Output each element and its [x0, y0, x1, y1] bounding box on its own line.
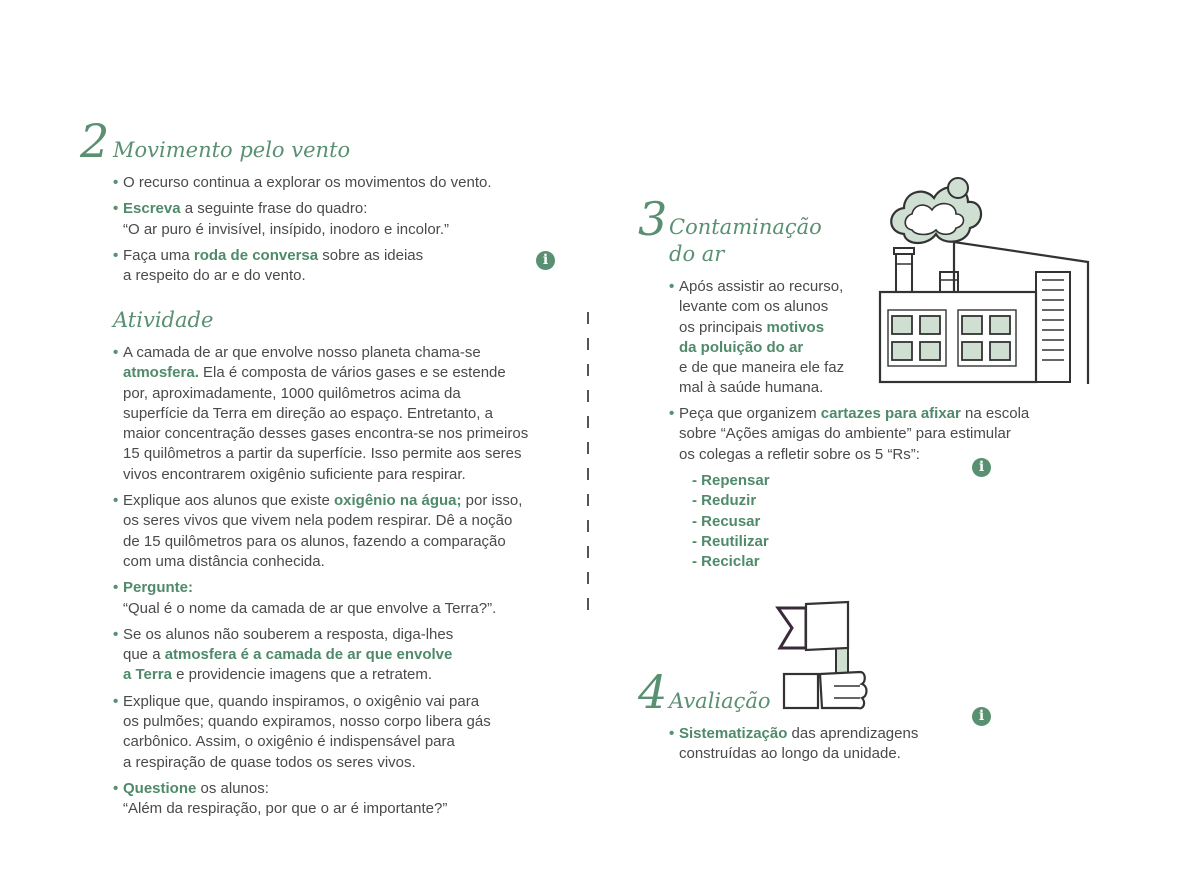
section-2-title: Movimento pelo vento [113, 138, 351, 162]
list-item: A camada de ar que envolve nosso planeta… [113, 343, 553, 485]
section-3-list-b: Peça que organizem cartazes para afixar … [669, 404, 1089, 465]
column-divider [587, 312, 589, 620]
section-4-title: Avaliação [669, 689, 771, 713]
section-3-list-a: Após assistir ao recurso, levante com os… [669, 277, 879, 399]
flag-and-fist-icon [775, 600, 868, 710]
info-icon[interactable]: i [972, 458, 991, 477]
section-2-list: O recurso continua a explorar os movimen… [113, 173, 573, 286]
list-item: - Recusar [692, 512, 761, 530]
list-item: Explique aos alunos que existe oxigênio … [113, 491, 553, 572]
activity-title: Atividade [113, 308, 214, 332]
list-item: Questione os alunos: “Além da respiração… [113, 779, 553, 820]
info-icon[interactable]: i [536, 251, 555, 270]
list-item: - Repensar [692, 472, 770, 489]
list-item: - Reutilizar [692, 532, 769, 550]
section-2-number: 2 [80, 114, 110, 168]
list-item: - Reciclar [692, 553, 760, 571]
factory-pollution-icon [878, 177, 1090, 384]
list-item: Peça que organizem cartazes para afixar … [669, 404, 1089, 465]
section-3-title-line1: Contaminação [669, 215, 822, 239]
five-rs-list: - Repensar - Reduzir - Recusar - Reutili… [692, 471, 770, 572]
list-item: Após assistir ao recurso, levante com os… [669, 277, 879, 399]
list-item: Faça uma roda de conversa sobre as ideia… [113, 246, 573, 287]
list-item: Pergunte: “Qual é o nome da camada de ar… [113, 578, 553, 619]
section-4-number: 4 [638, 665, 668, 719]
section-3-number: 3 [638, 192, 668, 246]
list-item: Sistematização das aprendizagens constru… [669, 724, 969, 765]
list-item: O recurso continua a explorar os movimen… [113, 173, 573, 194]
list-item: Se os alunos não souberem a resposta, di… [113, 625, 553, 686]
info-icon[interactable]: i [972, 707, 991, 726]
section-4-list: Sistematização das aprendizagens constru… [669, 724, 969, 765]
list-item: - Reduzir [692, 492, 757, 510]
section-3-title-line2: do ar [669, 242, 725, 266]
activity-list: A camada de ar que envolve nosso planeta… [113, 343, 553, 820]
list-item: Escreva a seguinte frase do quadro: “O a… [113, 199, 573, 240]
list-item: Explique que, quando inspiramos, o oxigê… [113, 692, 553, 773]
